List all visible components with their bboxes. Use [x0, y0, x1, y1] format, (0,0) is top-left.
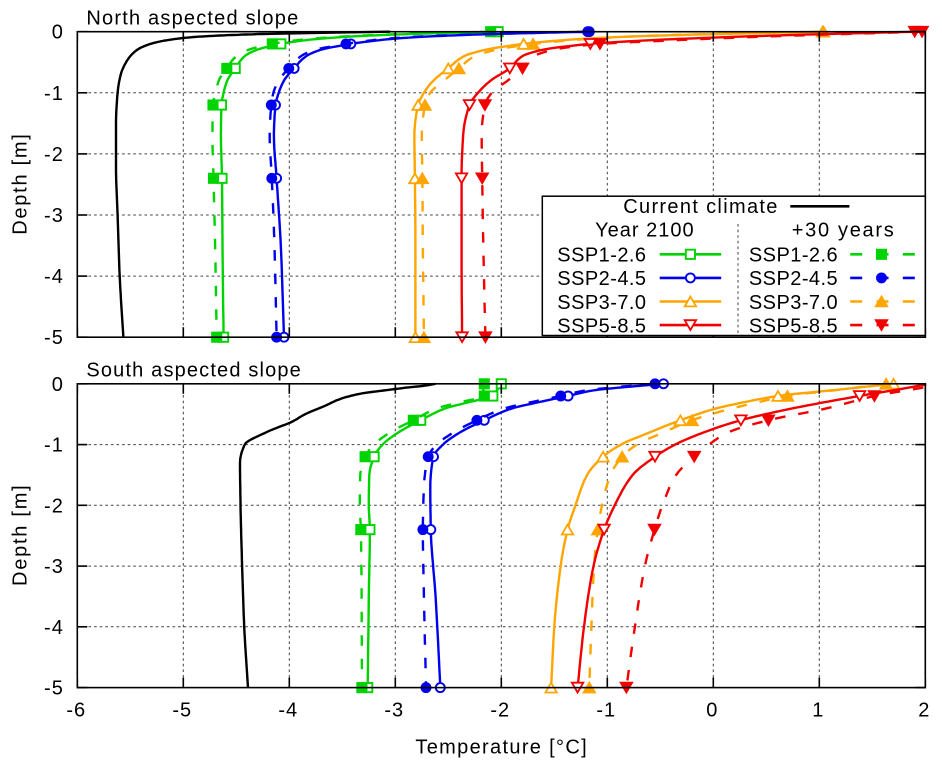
svg-text:-1: -1: [44, 83, 64, 105]
svg-text:Depth [m]: Depth [m]: [10, 484, 32, 586]
svg-text:SSP1-2.6: SSP1-2.6: [557, 245, 646, 267]
svg-text:SSP5-8.5: SSP5-8.5: [557, 315, 646, 337]
svg-text:SSP3-7.0: SSP3-7.0: [557, 292, 646, 314]
svg-text:+30 years: +30 years: [792, 219, 896, 241]
svg-text:0: 0: [706, 700, 718, 722]
svg-text:-3: -3: [44, 205, 64, 227]
svg-text:SSP2-4.5: SSP2-4.5: [557, 268, 646, 290]
svg-text:-1: -1: [44, 435, 64, 457]
svg-text:SSP2-4.5: SSP2-4.5: [749, 268, 838, 290]
svg-text:South aspected slope: South aspected slope: [86, 359, 302, 381]
svg-text:1: 1: [812, 700, 824, 722]
svg-text:Depth [m]: Depth [m]: [10, 132, 32, 234]
svg-text:Current climate: Current climate: [623, 196, 779, 218]
svg-text:-4: -4: [278, 700, 298, 722]
svg-text:-2: -2: [44, 144, 64, 166]
svg-text:-3: -3: [44, 556, 64, 578]
svg-text:-1: -1: [596, 700, 616, 722]
svg-text:-2: -2: [490, 700, 510, 722]
svg-text:2: 2: [918, 700, 930, 722]
svg-text:-4: -4: [44, 266, 64, 288]
svg-text:-3: -3: [384, 700, 404, 722]
svg-text:-5: -5: [44, 678, 64, 700]
svg-text:SSP5-8.5: SSP5-8.5: [749, 315, 838, 337]
svg-text:SSP1-2.6: SSP1-2.6: [749, 245, 838, 267]
svg-text:-5: -5: [172, 700, 192, 722]
svg-text:0: 0: [52, 374, 64, 396]
svg-text:0: 0: [52, 22, 64, 44]
svg-text:SSP3-7.0: SSP3-7.0: [749, 292, 838, 314]
svg-text:-6: -6: [66, 700, 86, 722]
svg-text:North aspected slope: North aspected slope: [86, 8, 299, 30]
svg-text:-2: -2: [44, 495, 64, 517]
svg-text:Year 2100: Year 2100: [595, 219, 695, 241]
svg-text:-4: -4: [44, 617, 64, 639]
svg-text:-5: -5: [44, 327, 64, 349]
svg-text:Temperature [°C]: Temperature [°C]: [415, 736, 588, 758]
